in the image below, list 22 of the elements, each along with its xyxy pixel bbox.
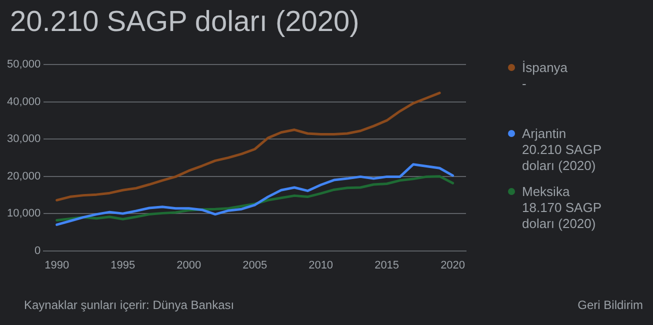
x-tick-label: 2010: [308, 259, 334, 272]
y-tick-label: 0: [34, 244, 41, 257]
text: Geri Bildirim: [578, 298, 643, 312]
x-tick-label: 2020: [440, 259, 466, 272]
text: 20.210 SAGP doları (2020): [522, 142, 602, 174]
y-tick-label: 40,000: [6, 96, 41, 108]
legend-label: İspanya: [522, 60, 569, 76]
x-tick-label: 2015: [374, 259, 400, 272]
legend-label: Meksika: [522, 184, 571, 200]
x-tick-label: 1990: [44, 259, 70, 272]
text: -: [522, 76, 528, 92]
legend-label: Arjantin: [522, 126, 568, 142]
chart-title: 20.210 SAGP doları (2020): [10, 6, 360, 39]
x-tick-label: 1995: [110, 259, 136, 272]
y-tick-label: 30,000: [6, 133, 41, 146]
text: Kaynaklar şunları içerir: Dünya Bankası: [24, 298, 234, 312]
x-tick-label: 2005: [242, 259, 268, 272]
text: 18.170 SAGP doları (2020): [522, 200, 602, 232]
y-tick-label: 10,000: [6, 208, 41, 220]
x-tick-label: 2000: [176, 259, 202, 272]
y-tick-label: 20,000: [6, 170, 41, 182]
y-tick-label: 50,000: [6, 58, 41, 71]
